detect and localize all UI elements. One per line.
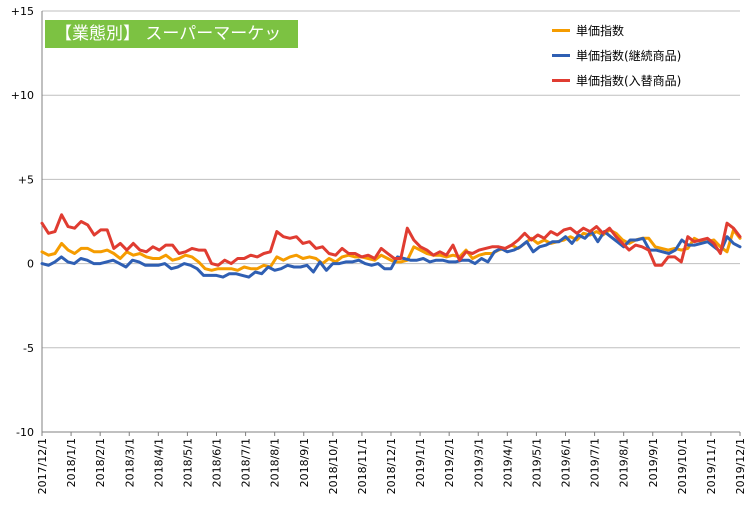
x-tick-label: 2019/11/1 <box>705 438 718 494</box>
y-tick-label: -10 <box>16 426 34 439</box>
x-tick-label: 2019/2/1 <box>443 438 456 487</box>
x-tick-label: 2019/12/1 <box>734 438 745 494</box>
legend-item-replacement: 単価指数(入替商品) <box>552 68 681 93</box>
x-tick-label: 2018/8/1 <box>269 438 282 487</box>
y-tick-label: 0 <box>27 258 34 271</box>
x-tick-label: 2018/10/1 <box>327 438 340 494</box>
axes <box>41 11 741 436</box>
x-tick-label: 2018/7/1 <box>240 438 253 487</box>
legend-swatch-blue <box>552 54 570 57</box>
legend-swatch-red <box>552 79 570 82</box>
series-line-2 <box>40 213 742 267</box>
x-tick-label: 2019/5/1 <box>530 438 543 487</box>
x-tick-label: 2018/11/1 <box>356 438 369 494</box>
legend: 単価指数 単価指数(継続商品) 単価指数(入替商品) <box>552 18 681 93</box>
x-tick-label: 2018/6/1 <box>211 438 224 487</box>
x-tick-label: 2017/12/1 <box>36 438 49 494</box>
y-tick-label: +5 <box>18 173 34 186</box>
x-tick-label: 2019/10/1 <box>676 438 689 494</box>
x-tick-label: 2018/2/1 <box>94 438 107 487</box>
x-tick-label: 2018/9/1 <box>298 438 311 487</box>
x-tick-label: 2019/3/1 <box>472 438 485 487</box>
legend-item-continuing: 単価指数(継続商品) <box>552 43 681 68</box>
x-tick-label: 2019/4/1 <box>501 438 514 487</box>
x-tick-labels: 2017/12/1 2018/1/1 2018/2/1 2018/3/1 2018/4/… <box>36 438 745 494</box>
legend-label: 単価指数(入替商品) <box>576 74 682 88</box>
legend-label: 単価指数 <box>576 24 625 38</box>
legend-label: 単価指数(継続商品) <box>576 49 682 63</box>
x-tick-label: 2019/8/1 <box>618 438 631 487</box>
x-tick-label: 2018/1/1 <box>65 438 78 487</box>
series-line-0 <box>40 228 742 272</box>
chart-title-badge: 【業態別】 スーパーマーケット <box>45 20 298 72</box>
legend-swatch-orange <box>552 29 570 32</box>
x-tick-label: 2019/6/1 <box>560 438 573 487</box>
y-tick-label: +15 <box>11 5 34 18</box>
series-line-1 <box>40 230 742 279</box>
y-tick-labels: +15 +10 +5 0 -5 -10 <box>11 5 34 439</box>
y-tick-label: -5 <box>23 342 34 355</box>
x-tick-label: 2018/4/1 <box>152 438 165 487</box>
x-tick-label: 2019/7/1 <box>589 438 602 487</box>
x-tick-label: 2018/3/1 <box>123 438 136 487</box>
x-tick-label: 2018/5/1 <box>181 438 194 487</box>
series-lines <box>40 213 742 279</box>
x-tick-label: 2019/9/1 <box>647 438 660 487</box>
legend-item-unit-price: 単価指数 <box>552 18 681 43</box>
gridlines <box>42 10 740 349</box>
y-tick-label: +10 <box>11 89 34 102</box>
x-tick-label: 2018/12/1 <box>385 438 398 494</box>
x-tick-label: 2019/1/1 <box>414 438 427 487</box>
